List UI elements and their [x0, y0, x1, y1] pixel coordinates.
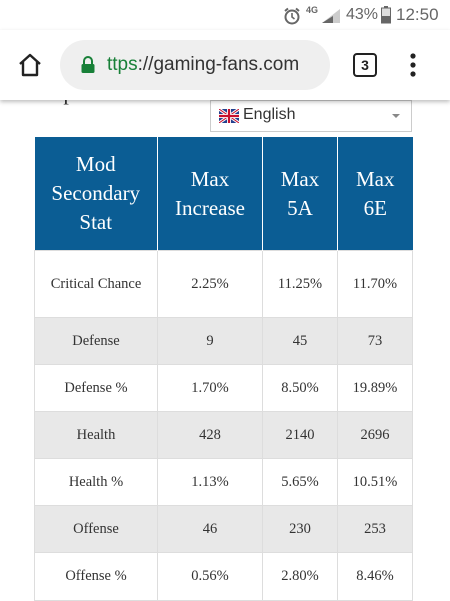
stat-name: Critical Chance [34, 250, 158, 318]
table-row: Critical Chance 2.25% 11.25% 11.70% [34, 250, 413, 318]
stat-value: 1.13% [157, 458, 263, 506]
stat-value: 9 [157, 317, 263, 365]
table-row: Offense % 0.56% 2.80% 8.46% [34, 552, 413, 601]
language-selector[interactable]: English [210, 100, 412, 132]
alarm-icon [284, 7, 300, 25]
stat-value: 8.50% [262, 364, 338, 412]
stat-value: 11.25% [262, 250, 338, 318]
stat-value: 45 [262, 317, 338, 365]
stat-name: Offense % [34, 552, 158, 601]
home-button[interactable] [17, 52, 43, 78]
table-row: Offense 46 230 253 [34, 505, 413, 553]
stat-value: 11.70% [337, 250, 413, 318]
stat-value: 1.70% [157, 364, 263, 412]
dropdown-arrow [392, 114, 400, 118]
battery-icon [381, 6, 391, 24]
flag-icon [219, 109, 239, 123]
stat-name: Health % [34, 458, 158, 506]
address-bar[interactable]: ttps://gaming-fans.com [60, 40, 330, 90]
network-type: 4G [306, 5, 319, 15]
column-header: Max Increase [157, 137, 263, 251]
url-domain: ://gaming-fans.com [137, 54, 300, 75]
status-bar: 4G 43% 12:50 [0, 0, 450, 30]
stat-value: 73 [337, 317, 413, 365]
url-scheme: ttps [107, 54, 138, 75]
stat-name: Offense [34, 505, 158, 553]
stat-value: 230 [262, 505, 338, 553]
table-row: Defense 9 45 73 [34, 317, 413, 365]
stat-name: Defense [34, 317, 158, 365]
stat-value: 2.25% [157, 250, 263, 318]
stat-value: 5.65% [262, 458, 338, 506]
menu-button[interactable] [408, 52, 418, 78]
stat-value: 253 [337, 505, 413, 553]
table-row: Health 428 2140 2696 [34, 411, 413, 459]
column-header: Max 6E [337, 137, 413, 251]
table-row: Defense % 1.70% 8.50% 19.89% [34, 364, 413, 412]
stat-value: 0.56% [157, 552, 263, 601]
tab-count[interactable]: 3 [353, 53, 377, 77]
column-header: Max 5A [262, 137, 338, 251]
stat-name: Health [34, 411, 158, 459]
stats-table: Mod Secondary Stat Max Increase Max 5A Max … [34, 137, 413, 601]
stat-value: 10.51% [337, 458, 413, 506]
signal-icon [322, 9, 340, 23]
stat-value: 2696 [337, 411, 413, 459]
clock: 12:50 [396, 5, 439, 24]
browser-toolbar: ttps://gaming-fans.com 3 [0, 30, 450, 100]
stat-value: 2.80% [262, 552, 338, 601]
stat-value: 46 [157, 505, 263, 553]
stat-value: 19.89% [337, 364, 413, 412]
url: ttps://gaming-fans.com [107, 54, 299, 76]
battery-level: 43% [346, 6, 379, 23]
table-row: Health % 1.13% 5.65% 10.51% [34, 458, 413, 506]
stat-value: 8.46% [337, 552, 413, 601]
column-header: Mod Secondary Stat [34, 137, 158, 251]
stat-value: 2140 [262, 411, 338, 459]
stat-name: Defense % [34, 364, 158, 412]
header-row: Mod Secondary Stat Max Increase Max 5A Max … [34, 137, 413, 251]
language-label: English [243, 106, 296, 123]
stat-value: 428 [157, 411, 263, 459]
lock-icon [81, 56, 95, 73]
